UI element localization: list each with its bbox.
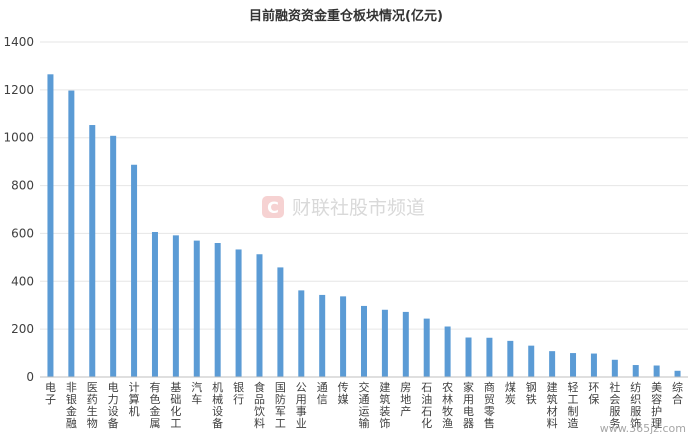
- bar: [361, 305, 367, 377]
- y-axis: 0 200 400 600 800 1000 1200 1400: [3, 35, 34, 384]
- bar: [193, 240, 200, 377]
- x-tick-label: 医药生物: [87, 381, 98, 430]
- x-tick-label: 综合: [672, 380, 683, 406]
- bar: [528, 345, 535, 377]
- bar: [570, 353, 577, 377]
- x-tick-label: 环保: [588, 381, 599, 406]
- y-tick-label: 600: [11, 226, 34, 240]
- x-tick-label: 社会服务: [609, 380, 620, 430]
- y-tick-label: 400: [11, 274, 34, 288]
- x-tick-label: 电力设备: [108, 381, 119, 430]
- bar: [486, 337, 493, 377]
- x-tick-label: 轻工制造: [568, 380, 579, 430]
- x-tick-label: 传媒: [338, 381, 349, 406]
- x-tick-label: 建筑材料: [547, 380, 558, 430]
- x-tick-label: 石油石化: [421, 381, 432, 430]
- bar: [298, 290, 305, 377]
- x-tick-label: 农林牧渔: [442, 380, 453, 430]
- bar: [444, 326, 451, 377]
- watermark-text: 财联社股市频道: [292, 197, 425, 219]
- x-tick-label: 电子: [45, 381, 56, 406]
- x-tick-label: 银行: [233, 380, 244, 406]
- x-tick-label: 建筑装饰: [379, 380, 390, 430]
- x-tick-label: 计算机: [129, 381, 140, 418]
- bar: [110, 135, 117, 377]
- bar: [151, 231, 158, 377]
- x-tick-label: 煤炭: [505, 381, 516, 406]
- bar: [611, 359, 618, 377]
- bar: [340, 296, 347, 377]
- bar: [590, 353, 597, 377]
- x-tick-label: 商贸零售: [484, 380, 495, 430]
- y-tick-label: 200: [11, 322, 34, 336]
- bars: [47, 74, 681, 378]
- y-tick-label: 1200: [3, 83, 34, 97]
- x-tick-label: 基础化工: [170, 381, 181, 430]
- x-tick-label: 钢铁: [526, 381, 537, 406]
- bar: [131, 164, 138, 377]
- x-tick-label: 公用事业: [296, 381, 307, 430]
- x-tick-label: 食品饮料: [254, 380, 265, 430]
- bar: [172, 235, 179, 377]
- bar: [423, 318, 430, 377]
- bar: [89, 125, 96, 378]
- bar: [277, 267, 284, 377]
- x-axis-labels: 电子非银金融医药生物电力设备计算机有色金属基础化工汽车机械设备银行食品饮料国防军…: [45, 380, 683, 430]
- x-tick-label: 非银金融: [66, 381, 77, 430]
- x-tick-label: 国防军工: [275, 381, 286, 430]
- bar: [319, 294, 326, 377]
- x-tick-label: 有色金属: [149, 380, 160, 430]
- site-watermark: www.365jz.com: [600, 422, 686, 435]
- logo-icon: [262, 196, 284, 218]
- watermark: C 财联社股市频道: [262, 196, 425, 219]
- x-tick-label: 美容护理: [651, 381, 662, 430]
- bar: [507, 340, 514, 377]
- x-tick-label: 机械设备: [212, 380, 223, 430]
- y-tick-label: 800: [11, 179, 34, 193]
- x-tick-label: 通信: [317, 381, 328, 406]
- bar: [549, 351, 556, 377]
- x-tick-label: 房地产: [400, 381, 411, 418]
- bar: [674, 370, 681, 377]
- bar: [381, 309, 388, 377]
- y-tick-label: 0: [26, 370, 34, 384]
- x-tick-label: 家用电器: [463, 380, 474, 430]
- x-tick-label: 交通运输: [359, 380, 370, 430]
- logo-letter: C: [267, 198, 279, 217]
- chart-title: 目前融资资金重仓板块情况(亿元): [249, 8, 443, 24]
- bar: [214, 243, 221, 377]
- bar: [235, 249, 242, 377]
- y-tick-label: 1400: [3, 35, 34, 49]
- bar: [465, 337, 472, 377]
- x-tick-label: 纺织服饰: [630, 380, 641, 430]
- bar: [68, 90, 75, 377]
- bar: [402, 311, 409, 377]
- grid-lines: [40, 41, 688, 330]
- bar: [256, 254, 263, 377]
- y-tick-label: 1000: [3, 131, 34, 145]
- bar: [632, 365, 639, 377]
- bar: [47, 74, 54, 377]
- x-tick-label: 汽车: [191, 380, 202, 406]
- bar: [653, 365, 660, 377]
